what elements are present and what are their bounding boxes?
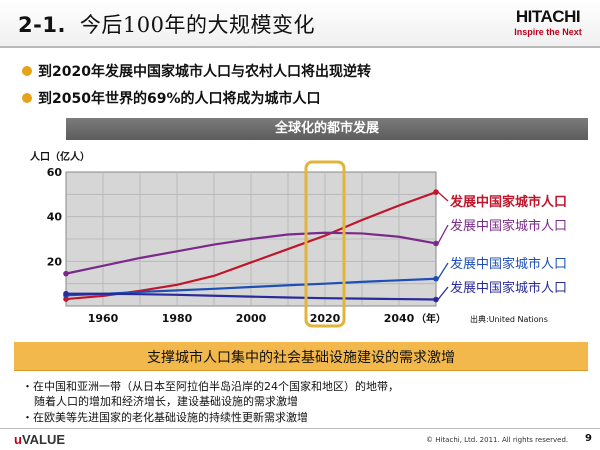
- callout-banner: [14, 342, 588, 371]
- series-leader-line: [437, 224, 449, 244]
- logo-tagline: Inspire the Next: [514, 27, 582, 37]
- bullet-text: 到2050年世界的69%的人口将成为城市人口: [38, 91, 321, 107]
- title-text: 今后100年的大规模变化: [79, 13, 316, 37]
- note-line-1-cont: 随着人口的增加和经济增长，建设基础设施的需求激增: [34, 395, 298, 408]
- x-tick-label: 2000: [236, 312, 267, 325]
- bullet-dot-icon: [22, 93, 32, 103]
- note-line-2: ・在欧美等先进国家的老化基础设施的持续性更新需求激增: [22, 411, 308, 424]
- bullet-text: 到2020年发展中国家城市人口与农村人口将出现逆转: [38, 64, 371, 80]
- series-leader-line: [437, 262, 449, 280]
- page-number: 9: [585, 433, 592, 444]
- slide-title: 2-1. 今后100年的大规模变化: [18, 9, 315, 39]
- series-label: 发展中国家城市人口: [450, 280, 567, 296]
- x-tick-label: 1960: [88, 312, 119, 325]
- series-label: 发展中国家城市人口: [450, 256, 567, 272]
- series-end-point: [433, 240, 439, 247]
- series-label: 发展中国家城市人口: [449, 194, 567, 210]
- slide-header: [0, 0, 600, 46]
- uvalue-logo: uVALUE: [14, 432, 66, 447]
- series-leader-line: [437, 286, 449, 300]
- series-end-point: [433, 189, 439, 195]
- x-tick-label: 1980: [162, 312, 193, 325]
- chart-title-banner: 全球化的都市发展: [66, 118, 588, 140]
- x-tick-label: 2040: [384, 312, 415, 325]
- footer-divider: [0, 428, 600, 429]
- y-axis-label: 人口（亿人）: [30, 150, 90, 163]
- x-axis-label: （年）: [416, 312, 446, 325]
- y-tick-label: 60: [47, 166, 63, 179]
- series-end-point: [433, 275, 439, 282]
- highlight-2020-box: [304, 160, 346, 328]
- header-divider: [0, 46, 600, 48]
- bullet-point-2: 到2050年世界的69%的人口将成为城市人口: [22, 88, 320, 108]
- note-line-1: ・在中国和亚洲一带（从日本至阿拉伯半岛沿岸的24个国家和地区）的地带，: [22, 380, 399, 393]
- section-number: 2-1.: [18, 13, 66, 37]
- series-end-point: [433, 296, 439, 303]
- series-line: [65, 277, 437, 297]
- series-leader-line: [437, 191, 449, 202]
- series-line: [65, 231, 437, 275]
- y-tick-label: 20: [47, 255, 63, 268]
- bullet-point-1: 到2020年发展中国家城市人口与农村人口将出现逆转: [22, 61, 371, 81]
- bullet-dot-icon: [22, 66, 32, 76]
- series-start-point: [63, 290, 69, 297]
- series-line: [66, 292, 437, 301]
- series-label: 发展中国家城市人口: [450, 218, 567, 234]
- series-start-point: [63, 270, 69, 277]
- x-tick-label: 2020: [310, 312, 341, 325]
- chart-source: 出典:United Nations: [470, 315, 548, 324]
- copyright-text: © Hitachi, Ltd. 2011. All rights reserve…: [426, 436, 569, 444]
- y-tick-label: 40: [47, 211, 63, 224]
- callout-text: 支撑城市人口集中的社会基础设施建设的需求激增: [147, 350, 455, 366]
- hitachi-logo: HITACHI: [515, 7, 581, 26]
